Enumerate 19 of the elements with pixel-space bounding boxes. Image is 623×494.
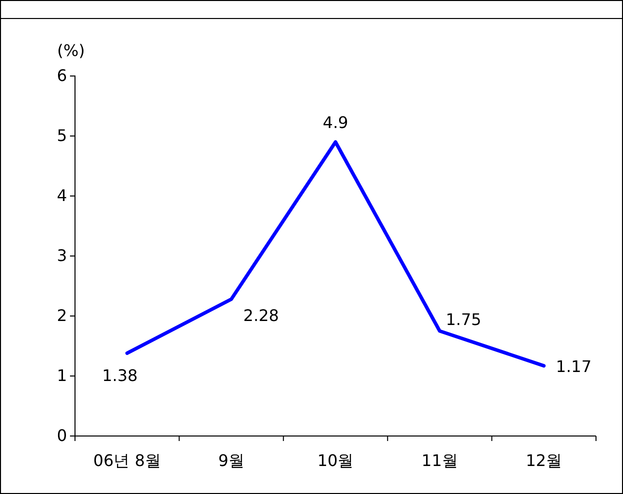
x-tick-label: 06년 8월 (93, 451, 161, 470)
data-label: 2.28 (243, 306, 279, 326)
x-tick-label: 9월 (218, 451, 244, 470)
x-tick-label: 10월 (317, 451, 354, 470)
y-tick-label: 4 (56, 186, 67, 206)
y-tick-label: 6 (56, 66, 67, 86)
line-series (125, 140, 546, 368)
data-label: 1.17 (556, 356, 592, 376)
x-tick-label: 11월 (422, 451, 458, 470)
data-label: 1.38 (102, 366, 138, 386)
x-tick-label: 12월 (526, 451, 562, 470)
data-label: 1.75 (446, 310, 482, 329)
y-tick-label: 5 (56, 126, 67, 146)
y-tick-label: 3 (56, 246, 67, 266)
y-tick-label: 2 (56, 306, 67, 326)
y-tick-label: 1 (56, 366, 67, 386)
y-tick-label: 0 (56, 426, 67, 446)
y-axis-title: (%) (57, 41, 85, 60)
data-label: 4.9 (322, 113, 348, 132)
